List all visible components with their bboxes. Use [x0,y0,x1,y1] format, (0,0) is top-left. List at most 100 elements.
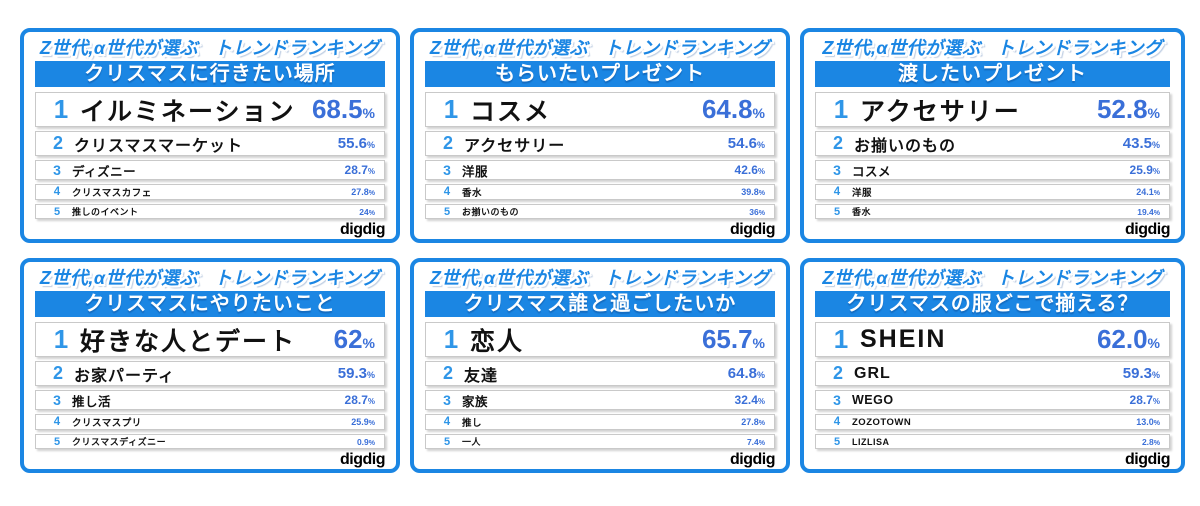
percent-value: 27.8 [351,187,369,197]
card-header: Z世代,α世代が選ぶ トレンドランキング [815,266,1170,291]
category-title: クリスマスに行きたい場所 [84,63,336,85]
rank-row-5: 5 お揃いのもの 36% [425,204,775,219]
item-label: 香水 [852,207,872,217]
rank-row-4: 4 ZOZOTOWN 13.0% [815,414,1170,430]
card-header: Z世代,α世代が選ぶ トレンドランキング [425,36,775,61]
item-label: コスメ [470,97,552,126]
category-banner: 渡したいプレゼント [815,61,1170,87]
item-percent: 59.3% [338,365,375,382]
item-label: 友達 [464,367,499,385]
card-header: Z世代,α世代が選ぶ トレンドランキング [35,36,385,61]
category-banner: クリスマスにやりたいこと [35,291,385,317]
rank-number: 5 [443,435,451,448]
item-label: 香水 [462,188,483,199]
rank-row-3: 3 WEGO 28.7% [815,390,1170,410]
item-percent: 55.6% [338,135,375,152]
rank-number: 2 [832,363,843,383]
item-label: 推し活 [72,394,112,409]
digdig-logo: digdig [730,221,775,238]
header-generation-text: Z世代,α世代が選ぶ [822,268,981,288]
ranking-list: 1 SHEIN 62.0% 2 GRL 59.3% 3 WEGO 28.7% 4… [815,322,1170,449]
percent-value: 59.3 [337,365,367,382]
rank-number: 2 [52,133,63,153]
rank-number: 1 [53,324,69,354]
percent-value: 24 [359,206,369,217]
rank-row-3: 3 コスメ 25.9% [815,160,1170,180]
percent-value: 28.7 [344,163,368,177]
item-label: 推し [462,418,483,429]
ranking-list: 1 恋人 65.7% 2 友達 64.8% 3 家族 32.4% 4 推し 27… [425,322,775,449]
rank-number: 5 [443,205,451,218]
rank-number: 1 [833,324,849,354]
item-percent: 24.1% [1136,187,1160,197]
rank-row-4: 4 クリスマスカフェ 27.8% [35,184,385,200]
item-percent: 7.4% [747,437,765,447]
item-percent: 42.6% [735,163,765,177]
item-percent: 27.8% [741,417,765,427]
percent-sign: % [368,439,375,447]
percent-value: 2.8 [1141,436,1154,447]
rank-row-3: 3 ディズニー 28.7% [35,160,385,180]
item-label: 一人 [462,437,482,447]
rank-number: 4 [443,186,451,198]
card-header: Z世代,α世代が選ぶ トレンドランキング [425,266,775,291]
percent-value: 24.1 [1136,187,1154,197]
percent-value: 42.6 [734,163,758,177]
ranking-list: 1 イルミネーション 68.5% 2 クリスマスマーケット 55.6% 3 ディ… [35,92,385,219]
percent-sign: % [362,335,375,351]
percent-value: 62.0 [1096,324,1148,354]
percent-sign: % [1147,105,1160,121]
rank-number: 4 [53,186,61,198]
percent-value: 64.8 [727,365,757,382]
rank-row-1: 1 恋人 65.7% [425,322,775,357]
percent-sign: % [1153,190,1160,197]
item-label: GRL [854,364,891,382]
item-percent: 68.5% [312,94,375,125]
percent-sign: % [368,209,375,217]
percent-sign: % [1151,140,1160,150]
item-label: ディズニー [72,164,137,179]
item-percent: 52.8% [1097,94,1160,125]
percent-value: 39.8 [741,187,759,197]
percent-value: 28.7 [1129,393,1153,407]
item-percent: 64.8% [728,365,765,382]
digdig-logo: digdig [1125,221,1170,238]
item-percent: 64.8% [702,94,765,125]
percent-sign: % [1153,439,1160,447]
rank-row-3: 3 推し活 28.7% [35,390,385,410]
percent-sign: % [756,370,765,380]
rank-row-2: 2 友達 64.8% [425,361,775,386]
percent-sign: % [756,140,765,150]
rank-number: 4 [443,416,451,428]
rank-row-4: 4 洋服 24.1% [815,184,1170,200]
item-label: コスメ [852,164,892,179]
header-generation-text: Z世代,α世代が選ぶ [39,38,199,58]
item-percent: 0.9% [357,437,375,447]
rank-row-1: 1 アクセサリー 52.8% [815,92,1170,127]
rank-row-4: 4 クリスマスプリ 25.9% [35,414,385,430]
rank-row-2: 2 アクセサリー 54.6% [425,131,775,156]
item-percent: 27.8% [351,187,375,197]
header-ranking-text: トレンドランキング [214,268,381,288]
item-label: お家パーティ [74,367,176,385]
item-percent: 19.4% [1137,207,1160,217]
percent-sign: % [1151,370,1160,380]
rank-row-2: 2 お家パーティ 59.3% [35,361,385,386]
category-title: クリスマス誰と過ごしたいか [463,293,737,315]
rank-row-1: 1 イルミネーション 68.5% [35,92,385,127]
rank-row-1: 1 コスメ 64.8% [425,92,775,127]
rank-row-4: 4 推し 27.8% [425,414,775,430]
rank-row-1: 1 SHEIN 62.0% [815,322,1170,357]
rank-row-5: 5 推しのイベント 24% [35,204,385,219]
item-percent: 39.8% [741,187,765,197]
percent-value: 54.6 [727,135,757,152]
percent-value: 0.9 [356,436,369,447]
item-label: 家族 [462,394,489,409]
percent-sign: % [757,397,765,406]
rank-number: 3 [53,392,61,408]
percent-value: 68.5 [311,94,363,124]
item-percent: 32.4% [735,393,765,407]
percent-sign: % [1152,167,1160,176]
percent-value: 25.9 [1129,163,1153,177]
rank-row-5: 5 一人 7.4% [425,434,775,449]
